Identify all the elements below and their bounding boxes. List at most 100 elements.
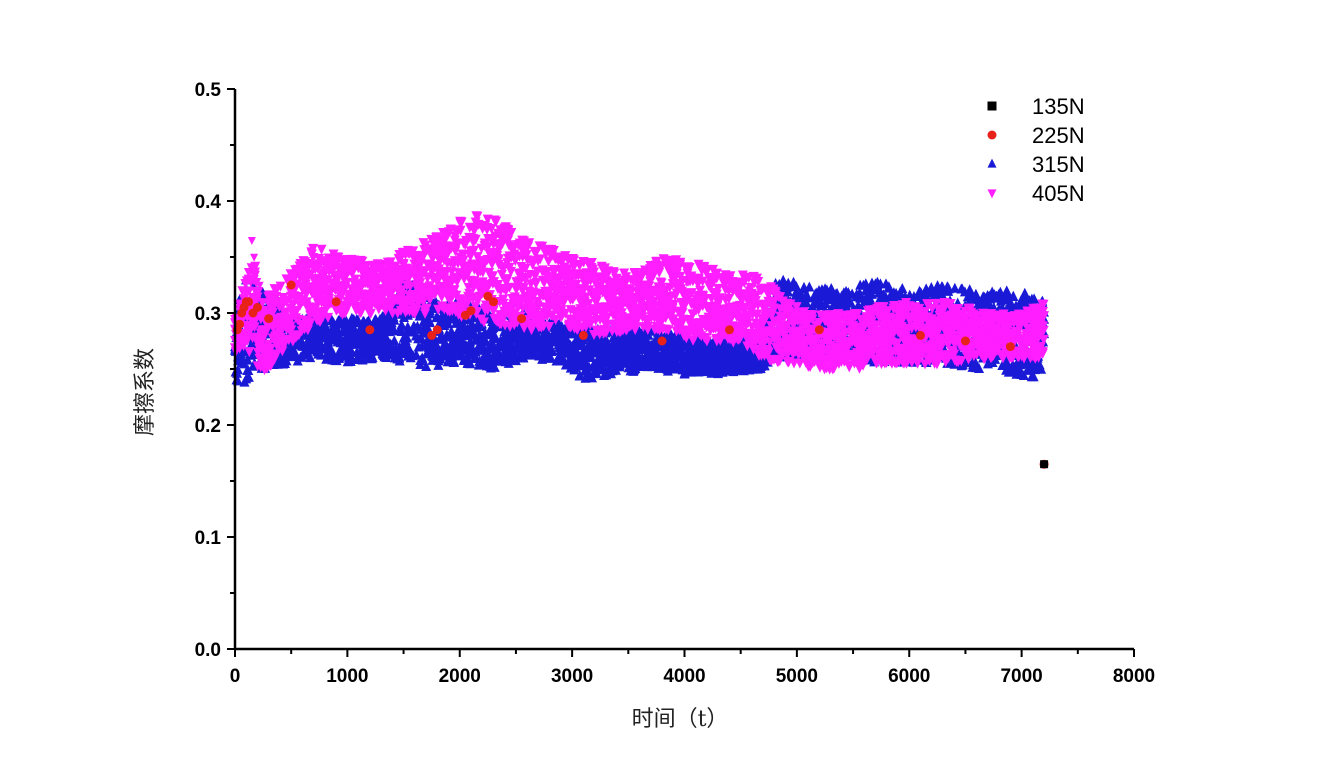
point-405N <box>319 306 330 317</box>
point-315N <box>411 349 422 360</box>
point-405N <box>316 244 327 255</box>
point-315N <box>374 336 385 347</box>
point-405N <box>530 248 541 259</box>
point-315N <box>842 302 853 313</box>
point-405N <box>251 277 262 288</box>
point-405N <box>591 296 602 307</box>
point-405N <box>649 296 660 307</box>
point-405N <box>271 349 282 360</box>
point-405N <box>455 225 466 236</box>
point-405N <box>544 321 555 332</box>
point-405N <box>418 296 429 307</box>
point-405N <box>571 279 582 290</box>
point-405N <box>267 308 278 319</box>
point-405N <box>548 245 559 256</box>
point-405N <box>458 255 469 266</box>
point-405N <box>491 216 502 227</box>
point-405N <box>510 256 521 267</box>
point-315N <box>574 370 585 381</box>
point-405N <box>446 267 457 278</box>
point-405N <box>460 240 471 251</box>
point-315N <box>366 350 377 361</box>
point-405N <box>630 323 641 334</box>
point-405N <box>494 254 505 265</box>
point-405N <box>486 257 497 268</box>
point-405N <box>473 282 484 293</box>
point-405N <box>493 279 504 290</box>
point-405N <box>592 290 603 301</box>
point-315N <box>1018 370 1029 381</box>
point-405N <box>651 257 662 268</box>
point-315N <box>546 352 557 363</box>
point-405N <box>677 308 688 319</box>
point-405N <box>535 254 546 265</box>
point-315N <box>415 358 426 369</box>
point-405N <box>508 244 519 255</box>
point-405N <box>697 276 708 287</box>
point-405N <box>560 308 571 319</box>
point-405N <box>602 312 613 323</box>
point-405N <box>531 277 542 288</box>
point-315N <box>949 282 960 293</box>
point-405N <box>265 343 276 354</box>
point-405N <box>415 272 426 283</box>
point-405N <box>638 301 649 312</box>
point-405N <box>418 251 429 262</box>
point-315N <box>416 333 427 344</box>
point-315N <box>242 364 253 375</box>
point-405N <box>521 250 532 261</box>
point-405N <box>462 269 473 280</box>
point-405N <box>519 323 530 334</box>
point-405N <box>668 299 679 310</box>
point-405N <box>520 275 531 286</box>
point-405N <box>301 297 312 308</box>
point-405N <box>252 292 263 303</box>
point-315N <box>1019 290 1030 301</box>
point-405N <box>684 263 695 274</box>
point-405N <box>244 347 255 358</box>
point-405N <box>300 279 311 290</box>
point-315N <box>448 357 459 368</box>
point-405N <box>308 243 319 254</box>
point-405N <box>701 336 712 347</box>
point-405N <box>426 267 437 278</box>
point-315N <box>587 372 598 383</box>
point-405N <box>290 307 301 318</box>
point-405N <box>700 294 711 305</box>
point-405N <box>279 308 290 319</box>
data-marks <box>230 211 1050 469</box>
point-405N <box>250 332 261 343</box>
point-405N <box>305 318 316 329</box>
point-405N <box>408 246 419 257</box>
point-405N <box>333 252 344 263</box>
point-315N <box>897 283 908 294</box>
point-315N <box>602 336 613 347</box>
point-405N <box>520 263 531 274</box>
point-405N <box>286 325 297 336</box>
point-405N <box>725 271 736 282</box>
point-405N <box>365 308 376 319</box>
point-405N <box>589 267 600 278</box>
point-405N <box>611 274 622 285</box>
point-405N <box>275 281 286 292</box>
point-405N <box>585 319 596 330</box>
point-405N <box>663 325 674 336</box>
point-315N <box>1028 371 1039 382</box>
point-315N <box>791 281 802 292</box>
point-315N <box>1001 355 1012 366</box>
point-315N <box>388 311 399 322</box>
point-405N <box>469 245 480 256</box>
point-405N <box>486 223 497 234</box>
point-405N <box>695 324 706 335</box>
point-315N <box>591 368 602 379</box>
point-405N <box>249 322 260 333</box>
point-405N <box>261 326 272 337</box>
point-405N <box>421 303 432 314</box>
point-405N <box>524 238 535 249</box>
point-405N <box>655 277 666 288</box>
point-315N <box>324 341 335 352</box>
point-315N <box>305 352 316 363</box>
point-315N <box>243 371 254 382</box>
